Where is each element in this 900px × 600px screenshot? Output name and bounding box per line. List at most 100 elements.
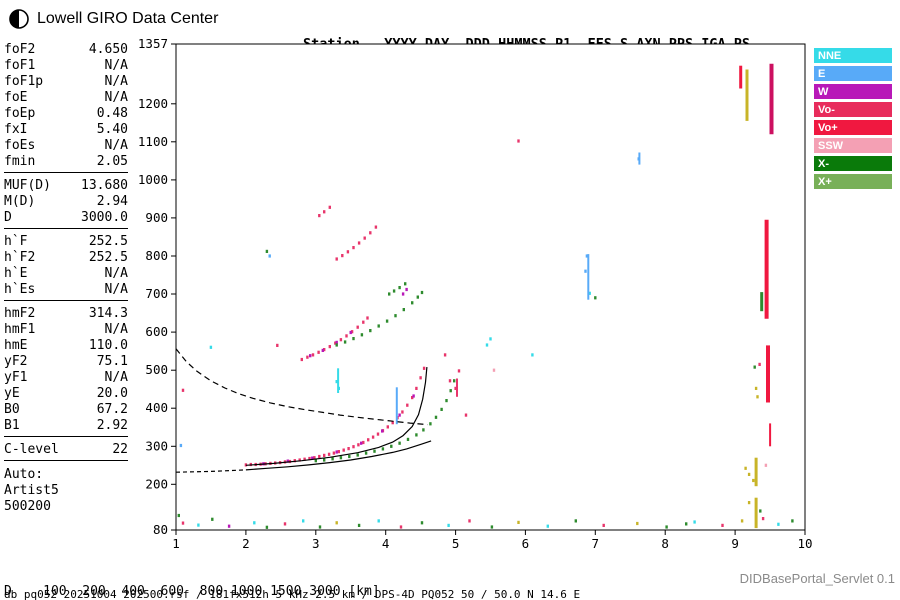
svg-text:4: 4 <box>382 536 390 551</box>
giro-logo-icon <box>9 9 29 29</box>
param-row: hmE 110.0 <box>4 338 128 354</box>
param-label: MUF(D) <box>4 178 51 193</box>
param-value: 5.40 <box>96 122 128 137</box>
param-label: foEp <box>4 106 36 121</box>
legend-item-w: W <box>814 84 892 99</box>
param-group: hmF2 314.3 hmF1 N/A hmE 110.0 yF2 75.1 yF1 N/A yE 2… <box>4 306 128 437</box>
ionogram-plot: 8020030040050060070080090010001100120013… <box>138 38 813 551</box>
param-group: C-level 22 <box>4 442 128 461</box>
svg-text:8: 8 <box>661 536 669 551</box>
param-value: N/A <box>104 266 128 281</box>
auto-label: Auto: <box>4 467 44 482</box>
param-row: yF1 N/A <box>4 370 128 386</box>
param-label: yE <box>4 386 20 401</box>
param-label: yF2 <box>4 354 28 369</box>
param-label: foF1 <box>4 58 36 73</box>
param-row: C-level 22 <box>4 442 128 458</box>
svg-text:200: 200 <box>145 476 168 491</box>
param-label: foE <box>4 90 28 105</box>
param-groups: foF2 4.650 foF1 N/A foF1p N/A foE N/A foEp 0.48 fx… <box>4 42 128 461</box>
svg-text:700: 700 <box>145 286 168 301</box>
param-label: h`F <box>4 234 28 249</box>
param-value: 0.48 <box>96 106 128 121</box>
muf-table: D 100 200 400 600 800 1000 1500 3000 [km… <box>4 552 388 600</box>
svg-text:800: 800 <box>145 248 168 263</box>
param-group: h`F 252.5 h`F2 252.5 h`E N/A h`Es N/A <box>4 234 128 301</box>
param-row: B1 2.92 <box>4 418 128 434</box>
svg-text:80: 80 <box>153 522 168 537</box>
param-row: foEs N/A <box>4 138 128 154</box>
svg-text:400: 400 <box>145 400 168 415</box>
param-value: 2.92 <box>96 418 128 433</box>
svg-text:3: 3 <box>312 536 320 551</box>
param-value: N/A <box>104 74 128 89</box>
param-value: 252.5 <box>88 250 128 265</box>
legend-item-xminus: X- <box>814 156 892 171</box>
svg-text:600: 600 <box>145 324 168 339</box>
param-value: 314.3 <box>88 306 128 321</box>
auto-line-code: 500200 <box>4 499 51 514</box>
svg-text:900: 900 <box>145 210 168 225</box>
param-row: foF1 N/A <box>4 58 128 74</box>
param-row: M(D) 2.94 <box>4 194 128 210</box>
param-group: MUF(D) 13.680 M(D) 2.94 D 3000.0 <box>4 178 128 229</box>
param-value: 3000.0 <box>81 210 128 225</box>
svg-text:1100: 1100 <box>138 134 168 149</box>
param-label: B1 <box>4 418 20 433</box>
muf-table-distance-row: D 100 200 400 600 800 1000 1500 3000 [km… <box>4 584 380 599</box>
param-label: hmE <box>4 338 28 353</box>
param-row: B0 67.2 <box>4 402 128 418</box>
direction-legend: NNE E W Vo- Vo+ SSW X- X+ <box>814 48 892 192</box>
legend-item-voplus: Vo+ <box>814 120 892 135</box>
svg-text:10: 10 <box>797 536 812 551</box>
svg-text:1: 1 <box>172 536 180 551</box>
param-group: foF2 4.650 foF1 N/A foF1p N/A foE N/A foEp 0.48 fx… <box>4 42 128 173</box>
param-label: hmF1 <box>4 322 36 337</box>
legend-item-e: E <box>814 66 892 81</box>
param-label: h`F2 <box>4 250 36 265</box>
svg-text:1200: 1200 <box>138 96 168 111</box>
giro-logo: Lowell GIRO Data Center <box>8 8 218 30</box>
param-row: h`Es N/A <box>4 282 128 298</box>
legend-item-nne: NNE <box>814 48 892 63</box>
param-value: 4.650 <box>88 42 128 57</box>
param-value: 20.0 <box>96 386 128 401</box>
param-value: 2.94 <box>96 194 128 209</box>
param-label: foEs <box>4 138 36 153</box>
servlet-version-label: DIDBasePortal_Servlet 0.1 <box>739 571 895 586</box>
param-value: N/A <box>104 322 128 337</box>
logo-text: Lowell GIRO Data Center <box>37 10 219 27</box>
param-value: N/A <box>104 138 128 153</box>
svg-text:6: 6 <box>522 536 530 551</box>
scaled-parameters-panel: foF2 4.650 foF1 N/A foF1p N/A foE N/A foEp 0.48 fx… <box>4 42 128 515</box>
param-label: h`E <box>4 266 28 281</box>
param-row: hmF2 314.3 <box>4 306 128 322</box>
param-row: h`F 252.5 <box>4 234 128 250</box>
param-value: N/A <box>104 58 128 73</box>
svg-text:1000: 1000 <box>138 172 168 187</box>
param-row: hmF1 N/A <box>4 322 128 338</box>
param-row: foE N/A <box>4 90 128 106</box>
param-row: fxI 5.40 <box>4 122 128 138</box>
param-label: C-level <box>4 442 59 457</box>
measurement-info-line: db pq052 20251004 202500.rsf / 181fx512h… <box>4 588 581 600</box>
param-label: D <box>4 210 12 225</box>
svg-text:1357: 1357 <box>138 38 168 51</box>
svg-text:5: 5 <box>452 536 460 551</box>
svg-text:7: 7 <box>592 536 600 551</box>
param-value: N/A <box>104 282 128 297</box>
param-row: h`E N/A <box>4 266 128 282</box>
param-row: yF2 75.1 <box>4 354 128 370</box>
param-row: yE 20.0 <box>4 386 128 402</box>
param-value: N/A <box>104 370 128 385</box>
param-label: M(D) <box>4 194 36 209</box>
param-label: foF2 <box>4 42 36 57</box>
param-row: MUF(D) 13.680 <box>4 178 128 194</box>
param-label: h`Es <box>4 282 36 297</box>
auto-line-artist: Artist5 <box>4 483 59 498</box>
legend-item-ssw: SSW <box>814 138 892 153</box>
param-row: fmin 2.05 <box>4 154 128 170</box>
svg-text:500: 500 <box>145 362 168 377</box>
param-label: foF1p <box>4 74 44 89</box>
